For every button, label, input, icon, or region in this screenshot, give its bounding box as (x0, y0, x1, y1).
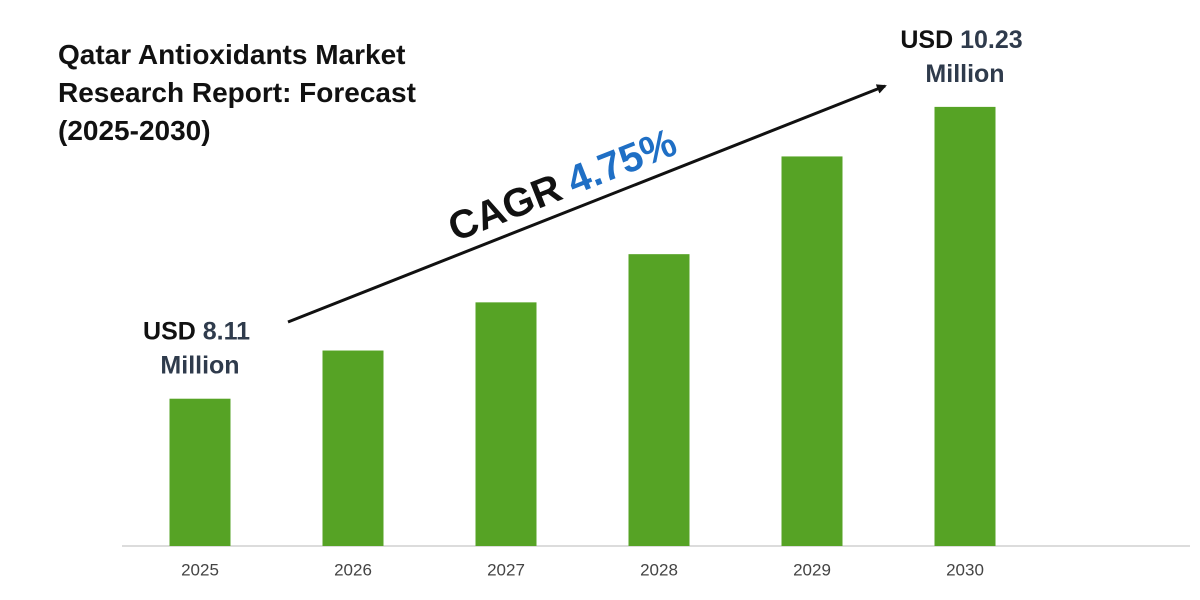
bar (781, 156, 843, 546)
bar (475, 302, 537, 546)
bar (169, 398, 231, 546)
x-tick-label: 2026 (334, 560, 372, 579)
chart-title: Qatar Antioxidants Market Research Repor… (58, 39, 416, 146)
x-tick-label: 2027 (487, 560, 525, 579)
x-tick-label: 2025 (181, 560, 219, 579)
value-label: USD 8.11 Million (143, 317, 257, 379)
bar (934, 106, 996, 546)
x-tick-label: 2030 (946, 560, 984, 579)
value-label: USD 10.23 Million (900, 25, 1029, 87)
bar (322, 350, 384, 546)
trend-arrow (287, 84, 887, 324)
x-tick-label: 2029 (793, 560, 831, 579)
bar (628, 254, 690, 546)
cagr-annotation: CAGR 4.75% (442, 121, 682, 251)
x-tick-label: 2028 (640, 560, 678, 579)
